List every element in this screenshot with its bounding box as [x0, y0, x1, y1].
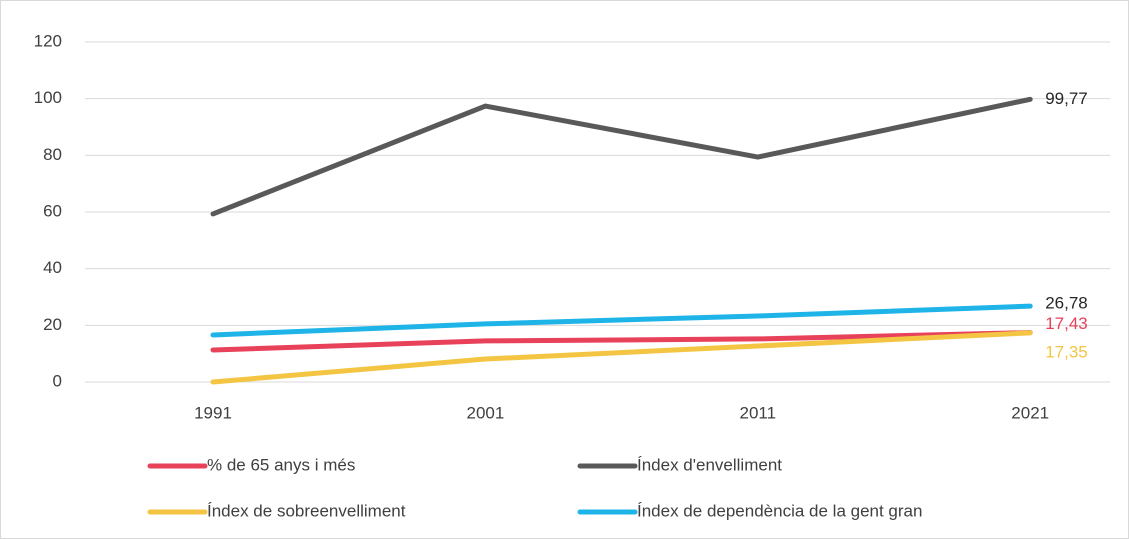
data-label: 26,78 [1045, 294, 1088, 313]
y-tick-label: 0 [53, 371, 62, 390]
y-tick-label: 20 [43, 315, 62, 334]
x-tick-label: 1991 [194, 403, 232, 422]
series-line [210, 330, 1033, 353]
legend-label: Índex d'envelliment [637, 455, 782, 474]
y-tick-label: 100 [34, 88, 62, 107]
legend-label: Índex de dependència de la gent gran [637, 501, 922, 520]
y-tick-label: 60 [43, 201, 62, 220]
y-tick-label: 40 [43, 258, 62, 277]
data-label: 99,77 [1045, 89, 1088, 108]
x-tick-label: 2021 [1011, 403, 1049, 422]
series-line [210, 96, 1033, 217]
data-label: 17,43 [1045, 314, 1088, 333]
x-tick-label: 2001 [466, 403, 504, 422]
y-tick-label: 80 [43, 145, 62, 164]
series-line [210, 303, 1033, 338]
data-label: 17,35 [1045, 342, 1088, 361]
y-tick-label: 120 [34, 31, 62, 50]
legend-label: % de 65 anys i més [207, 455, 355, 474]
series-line [210, 330, 1033, 385]
x-tick-label: 2011 [740, 403, 777, 422]
legend-label: Índex de sobreenvelliment [207, 501, 406, 520]
